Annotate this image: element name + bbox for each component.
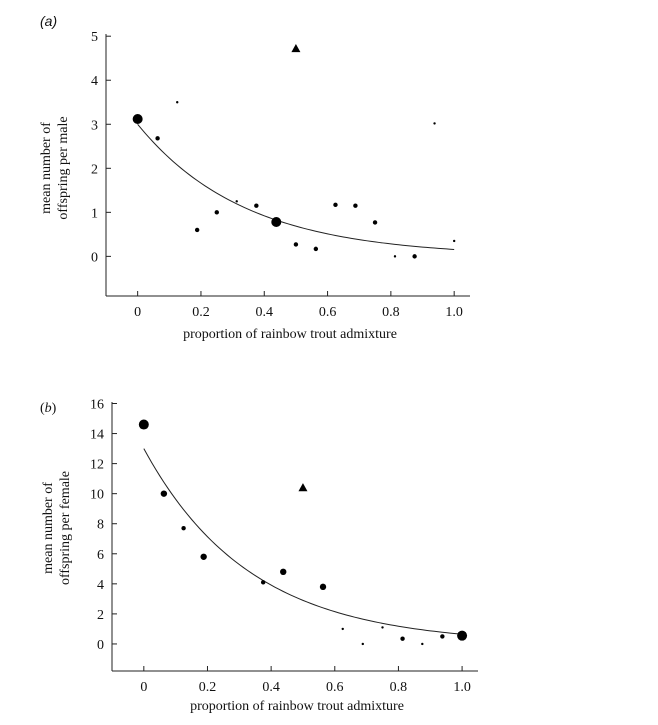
panel-b-label: (b) — [40, 401, 57, 416]
panel-a-data-point — [155, 136, 160, 141]
panel-b: (b) mean number of offspring per female … — [40, 398, 478, 714]
panel-a-ylabel: mean number of offspring per male — [39, 116, 71, 219]
panel-b-data-point — [341, 627, 344, 631]
panel-a-fit-curve — [137, 123, 455, 250]
panel-b-data-point — [361, 642, 364, 646]
panel-b-y-tick-label: 2 — [97, 608, 104, 623]
panel-a-data-point — [235, 200, 238, 203]
panel-b-y-tick-label: 4 — [97, 578, 104, 593]
panel-b-y-tick-label: 10 — [90, 488, 104, 503]
panel-a-data-point — [452, 239, 456, 243]
panel-a-ylabel-line2: offspring per male — [56, 116, 71, 219]
panel-a-y-tick-label: 4 — [91, 74, 98, 89]
panel-a-data-point — [214, 210, 219, 215]
panel-b-data-point — [319, 583, 327, 591]
panel-a-y-tick-label: 0 — [91, 250, 98, 265]
panel-b-x-tick-label: 0.6 — [326, 680, 344, 695]
panel-a-xlabel: proportion of rainbow trout admixture — [183, 327, 397, 342]
panel-b-y-tick-label: 12 — [90, 458, 104, 473]
panel-a-y-tick-label: 2 — [91, 162, 98, 177]
panel-b-ylabel-line1: mean number of — [41, 482, 56, 574]
panel-b-ylabel-line2: offspring per female — [58, 471, 73, 585]
panel-a-data-point-triangle — [291, 44, 301, 53]
panel-b-plot-area: 0 2 4 6 8 10 12 14 16 0 0.2 0.4 0.6 0.8 1.0 — [90, 398, 478, 695]
panel-b-y-tick-label: 8 — [97, 518, 104, 533]
panel-b-label-letter: b — [45, 401, 52, 416]
panel-b-x-tick-label: 0.4 — [262, 680, 280, 695]
panel-a-ylabel-line1: mean number of — [39, 122, 54, 214]
panel-b-y-tick-label: 16 — [90, 398, 104, 413]
panel-a-data-point — [132, 113, 143, 124]
panel-a: (a) mean number of offspring per male pr… — [39, 13, 470, 342]
panel-b-x-tick-label: 0.8 — [390, 680, 408, 695]
panel-b-data-point — [421, 642, 424, 646]
panel-b-data-point — [440, 634, 445, 639]
panel-a-data-point — [194, 227, 200, 233]
panel-a-x-tick-label: 0 — [134, 305, 141, 320]
panel-a-data-point — [372, 220, 378, 225]
panel-a-x-tick-label: 0.2 — [192, 305, 210, 320]
panel-a-data-point — [433, 122, 436, 125]
panel-a-x-tick-label: 0.6 — [319, 305, 337, 320]
panel-b-data-point — [400, 636, 405, 641]
panel-a-y-tick-label: 5 — [91, 30, 98, 45]
panel-b-data-point — [200, 553, 207, 560]
panel-b-data-point — [181, 526, 186, 531]
panel-b-fit-curve — [143, 448, 463, 635]
panel-b-x-tick-label: 0 — [140, 680, 147, 695]
panel-b-data-point — [260, 580, 266, 585]
panel-a-x-tick-label: 1.0 — [445, 305, 463, 320]
panel-a-data-point — [412, 254, 417, 259]
panel-a-data-point — [271, 217, 282, 228]
panel-a-y-tick-label: 1 — [91, 206, 98, 221]
panel-a-x-tick-label: 0.8 — [382, 305, 400, 320]
panel-a-plot-area: 0 1 2 3 4 5 0 0.2 0.4 0.6 0.8 1.0 — [91, 30, 470, 320]
panel-b-x-tick-label: 1.0 — [453, 680, 471, 695]
panel-b-data-point-triangle — [298, 483, 308, 492]
panel-a-data-point — [176, 101, 179, 104]
panel-b-ylabel: mean number of offspring per female — [41, 471, 73, 585]
panel-a-data-point — [293, 242, 299, 247]
panel-a-label: (a) — [40, 13, 57, 29]
panel-b-data-point — [138, 419, 149, 430]
panel-a-data-point — [393, 255, 397, 258]
panel-a-data-point — [313, 246, 319, 252]
panel-b-y-tick-label: 0 — [97, 638, 104, 653]
panel-a-data-point — [254, 203, 259, 208]
panel-b-x-tick-label: 0.2 — [199, 680, 217, 695]
panel-b-data-point — [381, 626, 384, 629]
panel-b-xlabel: proportion of rainbow trout admixture — [190, 699, 404, 714]
panel-b-data-point — [457, 630, 468, 641]
panel-a-data-point — [333, 202, 338, 208]
panel-b-y-tick-label: 14 — [90, 428, 104, 443]
panel-a-y-tick-label: 3 — [91, 118, 98, 133]
panel-b-data-point — [280, 568, 287, 576]
panel-a-x-tick-label: 0.4 — [256, 305, 274, 320]
panel-b-y-tick-label: 6 — [97, 548, 104, 563]
panel-a-data-point — [353, 203, 358, 208]
panel-b-data-point — [160, 490, 168, 497]
